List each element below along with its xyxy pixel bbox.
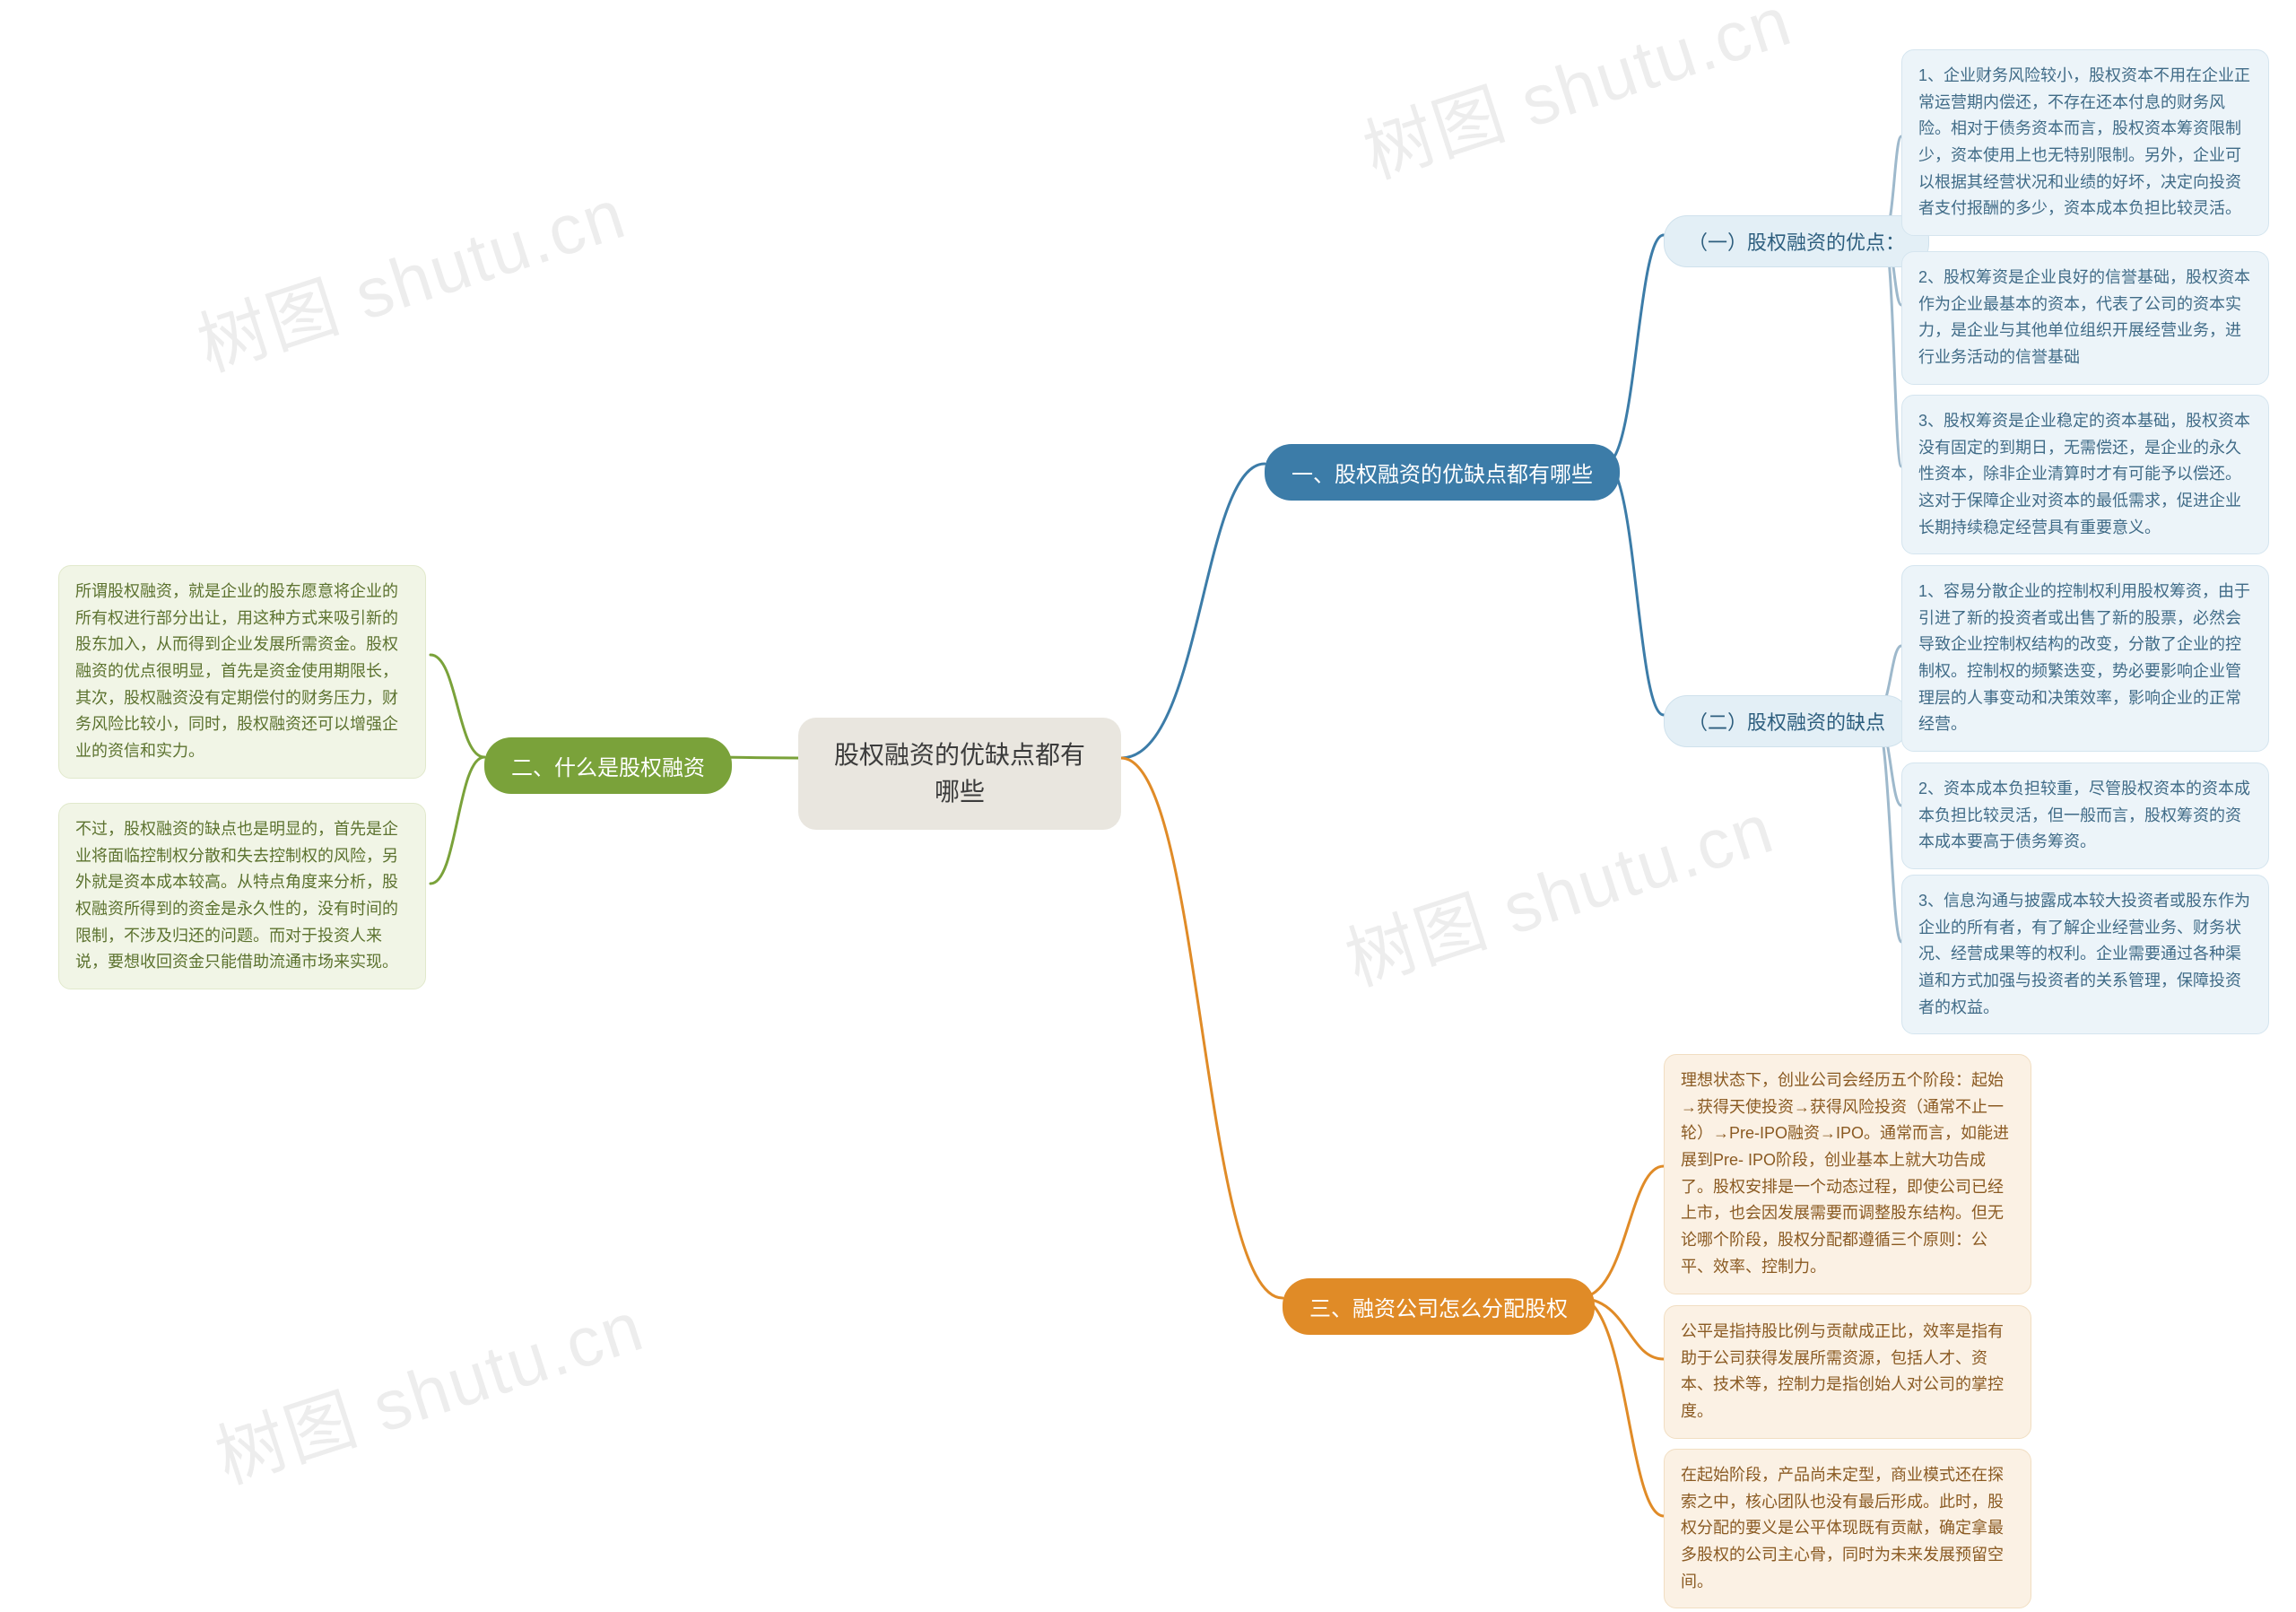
leaf-3a: 理想状态下，创业公司会经历五个阶段：起始→获得天使投资→获得风险投资（通常不止一… (1664, 1054, 2031, 1294)
watermark: 树图 shutu.cn (202, 1270, 655, 1503)
leaf-2a: 所谓股权融资，就是企业的股东愿意将企业的所有权进行部分出让，用这种方式来吸引新的… (58, 565, 426, 779)
branch-1: 一、股权融资的优缺点都有哪些 (1265, 444, 1620, 501)
center-node: 股权融资的优缺点都有哪些 (798, 718, 1121, 830)
leaf-3c: 在起始阶段，产品尚未定型，商业模式还在探索之中，核心团队也没有最后形成。此时，股… (1664, 1449, 2031, 1608)
leaf-1b1: 1、容易分散企业的控制权利用股权筹资，由于引进了新的投资者或出售了新的股票，必然… (1901, 565, 2269, 752)
leaf-1b3: 3、信息沟通与披露成本较大投资者或股东作为企业的所有者，有了解企业经营业务、财务… (1901, 875, 2269, 1034)
leaf-1a3: 3、股权筹资是企业稳定的资本基础，股权资本没有固定的到期日，无需偿还，是企业的永… (1901, 395, 2269, 554)
branch-3: 三、融资公司怎么分配股权 (1283, 1278, 1595, 1335)
branch-1-sub-a: （一）股权融资的优点： (1664, 215, 1929, 267)
watermark: 树图 shutu.cn (1350, 0, 1803, 198)
watermark: 树图 shutu.cn (1332, 772, 1785, 1005)
watermark: 树图 shutu.cn (184, 158, 637, 390)
branch-2: 二、什么是股权融资 (484, 737, 732, 794)
leaf-1b2: 2、资本成本负担较重，尽管股权资本的资本成本负担比较灵活，但一般而言，股权筹资的… (1901, 762, 2269, 869)
leaf-1a1: 1、企业财务风险较小，股权资本不用在企业正常运营期内偿还，不存在还本付息的财务风… (1901, 49, 2269, 236)
leaf-2b: 不过，股权融资的缺点也是明显的，首先是企业将面临控制权分散和失去控制权的风险，另… (58, 803, 426, 989)
leaf-1a2: 2、股权筹资是企业良好的信誉基础，股权资本作为企业最基本的资本，代表了公司的资本… (1901, 251, 2269, 385)
leaf-3b: 公平是指持股比例与贡献成正比，效率是指有助于公司获得发展所需资源，包括人才、资本… (1664, 1305, 2031, 1439)
branch-1-sub-b: （二）股权融资的缺点 (1664, 695, 1909, 747)
